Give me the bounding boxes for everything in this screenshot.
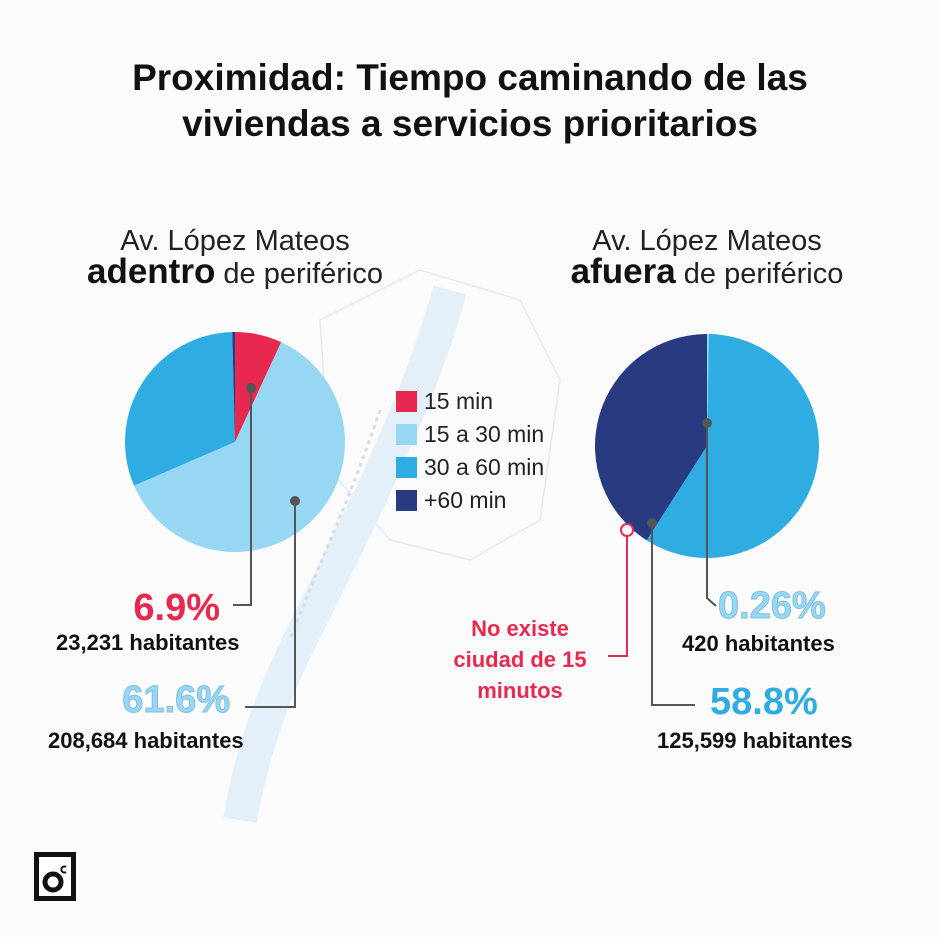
legend-item: +60 min	[396, 484, 544, 517]
left-subtitle-line1: Av. López Mateos	[120, 225, 350, 257]
legend-label: 15 min	[424, 388, 494, 414]
right-annotation-1: 0.26%	[718, 585, 827, 627]
leader-line	[245, 501, 296, 708]
right-subtitle-bold: afuera	[570, 252, 676, 291]
title-line-1: Proximidad: Tiempo caminando de las	[132, 57, 808, 98]
logo-icon	[42, 865, 67, 893]
pie-slice	[125, 332, 235, 486]
data-label-pct: 6.9%	[133, 587, 220, 629]
legend-label: 30 a 60 min	[424, 454, 545, 480]
data-label-habitantes: 420 habitantes	[682, 631, 835, 656]
title-line-2: viviendas a servicios prioritarios	[182, 103, 758, 144]
map-road	[223, 285, 467, 823]
pie-slice	[235, 332, 282, 442]
data-label-habitantes: 125,599 habitantes	[657, 728, 853, 753]
pie-slice	[595, 334, 707, 541]
data-label-pct: 58.8%	[710, 681, 818, 723]
leader-line	[233, 388, 252, 606]
left-subtitle-rest: de periférico	[223, 258, 383, 290]
right-subtitle: Av. López Mateos afuera de periférico	[497, 227, 917, 291]
right-annotation-2: 58.8%	[710, 682, 818, 722]
leader-dot	[647, 518, 657, 528]
legend-item: 15 a 30 min	[396, 418, 544, 451]
map-dashed-line	[288, 409, 382, 641]
legend: 15 min 15 a 30 min 30 a 60 min +60 min	[396, 385, 544, 517]
data-label-habitantes: 208,684 habitantes	[48, 728, 244, 753]
logo-ring	[42, 871, 64, 893]
leader-line	[706, 423, 717, 607]
legend-swatch	[396, 457, 417, 478]
leader-line	[651, 523, 695, 706]
left-subtitle-bold: adentro	[86, 252, 216, 291]
logo-superscript	[60, 865, 67, 874]
note-line: minutos	[477, 678, 563, 703]
data-label-habitantes: 23,231 habitantes	[56, 630, 240, 655]
note-no-15-min-city: No existe ciudad de 15 minutos	[440, 613, 600, 706]
note-line: ciudad de 15	[453, 647, 587, 672]
chart-title: Proximidad: Tiempo caminando de las vivi…	[0, 55, 940, 147]
right-subtitle-rest: de periférico	[683, 258, 844, 290]
left-annotation-2: 61.6%	[90, 679, 231, 721]
legend-swatch	[396, 490, 417, 511]
leader-dot	[290, 496, 300, 506]
legend-item: 15 min	[396, 385, 544, 418]
legend-item: 30 a 60 min	[396, 451, 544, 484]
right-subtitle-line1: Av. López Mateos	[592, 225, 822, 257]
left-annotation-1: 6.9%	[110, 588, 220, 628]
left-subtitle: Av. López Mateos adentro de periférico	[25, 227, 445, 291]
pie-slice	[232, 332, 235, 442]
data-label-pct: 61.6%	[122, 679, 231, 721]
legend-swatch	[396, 391, 417, 412]
note-leader-line	[608, 536, 628, 657]
legend-label: 15 a 30 min	[424, 421, 545, 447]
note-line: No existe	[471, 616, 569, 641]
leader-dot	[246, 383, 256, 393]
legend-swatch	[396, 424, 417, 445]
data-label-pct: 0.26%	[718, 585, 827, 627]
pie-slice	[646, 334, 820, 558]
note-marker	[620, 523, 634, 537]
logo	[34, 852, 76, 901]
leader-dot	[702, 418, 712, 428]
legend-label: +60 min	[424, 487, 507, 513]
pie-slice	[707, 334, 709, 446]
left-subtitle-line2: adentro de periférico	[25, 252, 445, 291]
right-subtitle-line2: afuera de periférico	[497, 252, 917, 291]
